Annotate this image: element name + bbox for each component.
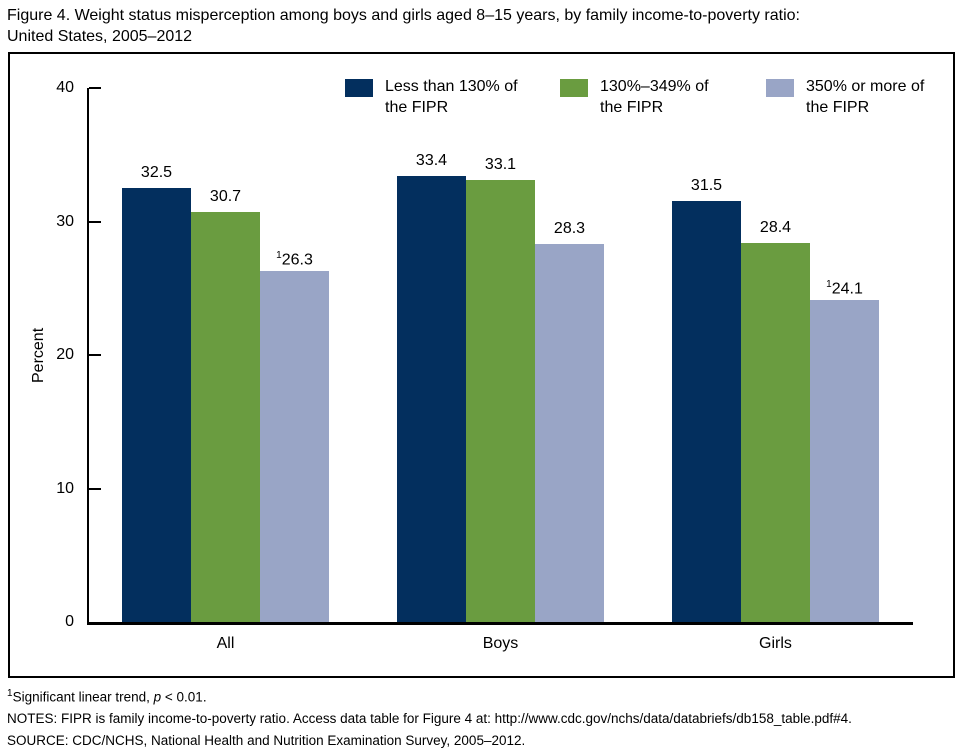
legend-label-line2: the FIPR	[600, 97, 709, 118]
bar-all-series2	[191, 212, 260, 622]
bar-value-label: 31.5	[665, 176, 749, 196]
bar-boys-series1	[397, 176, 466, 622]
y-tick-30	[89, 221, 101, 223]
y-tick-label-0: 0	[26, 613, 74, 631]
legend-item-less-than-130: Less than 130% of the FIPR	[345, 76, 518, 118]
legend-swatch-green	[560, 79, 588, 97]
bar-value-label: 28.4	[734, 218, 818, 238]
bar-value-label: 28.3	[528, 219, 612, 239]
bar-boys-series2	[466, 180, 535, 622]
bar-value-label: 126.3	[253, 246, 337, 266]
plot-area: Less than 130% of the FIPR 130%–349% of …	[10, 54, 953, 676]
figure-footnotes: 1Significant linear trend, p < 0.01. NOT…	[7, 683, 955, 751]
legend-item-350-or-more: 350% or more of the FIPR	[766, 76, 924, 118]
figure-title: Figure 4. Weight status misperception am…	[7, 5, 955, 47]
y-tick-10	[89, 488, 101, 490]
y-tick-label-40: 40	[26, 79, 74, 97]
bar-all-series3	[260, 271, 329, 622]
legend-item-130-349: 130%–349% of the FIPR	[560, 76, 709, 118]
legend-label-line1: Less than 130% of	[385, 76, 518, 97]
category-label-boys: Boys	[431, 635, 571, 653]
bar-boys-series3	[535, 244, 604, 622]
legend-label-line1: 350% or more of	[806, 76, 924, 97]
legend-swatch-navy	[345, 79, 373, 97]
category-label-girls: Girls	[706, 635, 846, 653]
bar-value-label: 33.1	[459, 155, 543, 175]
bar-all-series1	[122, 188, 191, 622]
legend-swatch-lightblue	[766, 79, 794, 97]
y-axis-line	[87, 88, 89, 624]
y-tick-label-10: 10	[26, 480, 74, 498]
bar-value-label: 124.1	[803, 275, 887, 295]
bar-girls-series2	[741, 243, 810, 622]
y-tick-20	[89, 354, 101, 356]
chart-frame: Less than 130% of the FIPR 130%–349% of …	[8, 52, 955, 678]
footnote-source: SOURCE: CDC/NCHS, National Health and Nu…	[7, 730, 955, 751]
bar-girls-series1	[672, 201, 741, 622]
footnote-notes: NOTES: FIPR is family income-to-poverty …	[7, 708, 955, 730]
bar-value-label: 30.7	[184, 187, 268, 207]
legend-label-line1: 130%–349% of	[600, 76, 709, 97]
x-axis-line	[87, 622, 913, 625]
bar-girls-series3	[810, 300, 879, 622]
y-tick-40	[89, 87, 101, 89]
legend-label-line2: the FIPR	[385, 97, 518, 118]
figure-title-line2: United States, 2005–2012	[7, 26, 955, 47]
bar-value-label: 32.5	[115, 163, 199, 183]
category-label-all: All	[156, 635, 296, 653]
y-tick-label-30: 30	[26, 213, 74, 231]
footnote-significance: 1Significant linear trend, p < 0.01.	[7, 683, 955, 708]
y-tick-label-20: 20	[26, 346, 74, 364]
figure-title-line1: Figure 4. Weight status misperception am…	[7, 5, 955, 26]
legend-label-line2: the FIPR	[806, 97, 924, 118]
